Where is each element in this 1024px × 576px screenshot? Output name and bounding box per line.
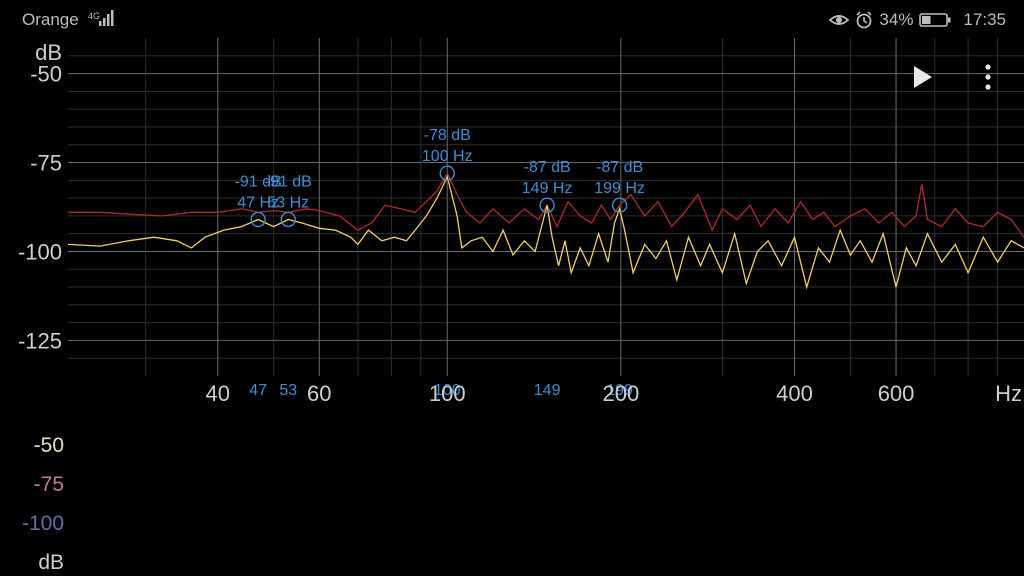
peak-marker xyxy=(280,211,296,228)
x-tick-label: 60 xyxy=(307,381,331,406)
spectrum-chart[interactable]: -91 dB 47 Hz 47 -91 dB 53 Hz 53 -78 dB 100 Hz 10… xyxy=(0,0,1024,430)
peak-freq-label: 53 Hz xyxy=(267,194,309,211)
y-unit-label: dB xyxy=(35,40,62,65)
carrier-label: Orange xyxy=(22,10,79,29)
status-bar: Orange 4G 34% 17:35 xyxy=(0,0,1024,38)
spectrum-series-line xyxy=(67,174,1024,290)
peak-freq-label: 199 Hz xyxy=(594,180,645,197)
battery-percent: 34% xyxy=(879,10,914,29)
waterfall-label: -100 xyxy=(21,512,64,535)
waterfall-label: -50 xyxy=(33,434,64,457)
peak-db-label: -78 dB xyxy=(424,127,471,144)
peak-axis-label: 100 xyxy=(434,382,461,399)
peak-axis-label: 47 xyxy=(249,382,267,399)
waterfall-scale: -50 -75 -100 dB xyxy=(0,430,120,576)
peak-marker xyxy=(250,211,266,228)
play-icon[interactable] xyxy=(910,62,936,92)
peak-markers: -91 dB 47 Hz 47 -91 dB 53 Hz 53 -78 dB 100 Hz 10… xyxy=(235,127,645,399)
x-tick-label: 40 xyxy=(206,381,230,406)
y-tick-label: -125 xyxy=(18,328,62,353)
status-right: 34% 17:35 xyxy=(829,10,1006,30)
peak-marker xyxy=(611,197,628,213)
peak-freq-label: 47 Hz xyxy=(237,194,279,211)
alarm-icon xyxy=(856,11,872,29)
peak-axis-label: 199 xyxy=(606,382,633,399)
waterfall-label: -75 xyxy=(33,473,64,496)
x-tick-label: 600 xyxy=(878,381,915,406)
chart-series xyxy=(67,171,1024,290)
peak-axis-label: 149 xyxy=(534,382,561,399)
peak-db-label: -91 dB xyxy=(235,173,282,190)
signal-icon: 4G xyxy=(88,10,114,26)
spectrum-series-line xyxy=(68,171,1024,238)
peak-marker xyxy=(439,165,455,181)
y-tick-label: -100 xyxy=(18,239,62,264)
eye-icon xyxy=(829,15,850,25)
y-tick-label: -50 xyxy=(30,62,62,87)
peak-freq-label: 149 Hz xyxy=(522,180,573,197)
chart-grid xyxy=(68,38,1024,376)
x-tick-label: 200 xyxy=(603,381,640,406)
peak-marker xyxy=(539,197,555,213)
waterfall-label: dB xyxy=(38,551,64,574)
x-tick-label: 400 xyxy=(776,381,813,406)
clock: 17:35 xyxy=(963,10,1006,29)
battery-icon xyxy=(919,13,951,27)
svg-text:4G: 4G xyxy=(88,11,100,21)
y-tick-label: -75 xyxy=(30,151,62,176)
peak-axis-label: 53 xyxy=(279,382,297,399)
axis-labels: -50 -75 -100 -125 dB 40 60 100 200 400 600 Hz xyxy=(18,40,1022,406)
x-unit-label: Hz xyxy=(995,381,1022,406)
peak-db-label: -87 dB xyxy=(524,159,571,176)
peak-db-label: -91 dB xyxy=(265,173,312,190)
peak-db-label: -87 dB xyxy=(596,159,643,176)
x-tick-label: 100 xyxy=(429,381,466,406)
peak-freq-label: 100 Hz xyxy=(422,148,473,165)
more-vertical-icon[interactable] xyxy=(980,62,996,92)
